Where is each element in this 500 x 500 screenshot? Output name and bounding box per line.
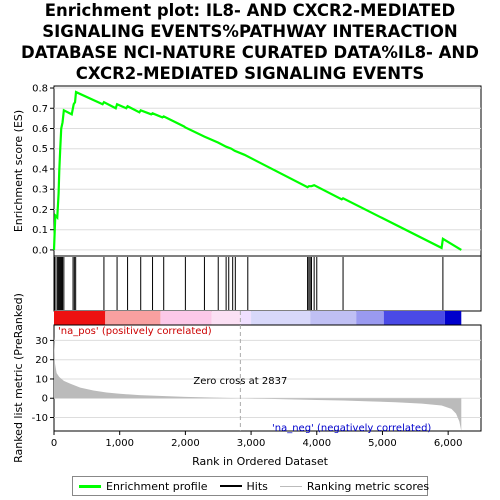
hit-markers bbox=[54, 257, 444, 310]
es-tick-label: 0.6 bbox=[32, 124, 48, 135]
rank-bar-segment bbox=[383, 311, 445, 325]
legend-line-metric bbox=[279, 485, 302, 487]
positive-correlated-label: 'na_pos' (positively correlated) bbox=[58, 326, 212, 337]
rank-bar-segment bbox=[105, 311, 161, 325]
es-tick-label: 0.4 bbox=[32, 164, 48, 175]
legend-item-hits: Hits bbox=[219, 479, 268, 493]
legend: Enrichment profile Hits Ranking metric s… bbox=[72, 476, 430, 496]
x-axis-ticks: 0 1,000 2,000 3,000 4,000 5,000 6,000 bbox=[51, 431, 463, 449]
negative-correlated-label: 'na_neg' (negatively correlated) bbox=[272, 423, 431, 434]
rank-bar-segment bbox=[160, 311, 212, 325]
es-tick-label: 0.1 bbox=[32, 225, 48, 236]
title-line-2: SIGNALING EVENTS%PATHWAY INTERACTION bbox=[42, 22, 458, 41]
es-tick-label: 0.3 bbox=[32, 185, 48, 196]
es-tick-label: 0.0 bbox=[32, 245, 48, 256]
legend-item-enrichment: Enrichment profile bbox=[79, 480, 208, 493]
rank-bar-segment bbox=[240, 311, 252, 325]
es-tick-label: 0.2 bbox=[32, 205, 48, 216]
title-line-4: CXCR2-MEDIATED SIGNALING EVENTS bbox=[75, 64, 425, 83]
x-tick-label: 4,000 bbox=[302, 438, 331, 449]
title-line-3: DATABASE NCI-NATURE CURATED DATA%IL8- AN… bbox=[21, 43, 479, 62]
metric-tick-label: 10 bbox=[35, 374, 48, 385]
es-ylabel: Enrichment score (ES) bbox=[12, 110, 25, 232]
metric-tick-label: 0 bbox=[42, 394, 48, 405]
hits-panel-frame bbox=[53, 255, 482, 312]
x-tick-label: 6,000 bbox=[434, 438, 463, 449]
title-line-1: Enrichment plot: IL8- AND CXCR2-MEDIATED bbox=[44, 1, 456, 20]
metric-ylabel: Ranked list metric (PreRanked) bbox=[12, 293, 25, 463]
es-panel-frame bbox=[53, 85, 482, 257]
rank-bar-segment bbox=[310, 311, 357, 325]
zero-cross-label: Zero cross at 2837 bbox=[193, 376, 287, 387]
metric-tick-label: 30 bbox=[35, 336, 48, 347]
legend-line-hits bbox=[219, 485, 242, 487]
rank-bar-segment bbox=[211, 311, 241, 325]
x-axis-label: Rank in Ordered Dataset bbox=[192, 455, 329, 468]
rank-bar-segment bbox=[54, 311, 106, 325]
x-tick-label: 3,000 bbox=[237, 438, 266, 449]
metric-tick-label: -10 bbox=[32, 413, 48, 424]
x-tick-label: 1,000 bbox=[105, 438, 134, 449]
x-tick-label: 2,000 bbox=[171, 438, 200, 449]
es-tick-label: 0.5 bbox=[32, 144, 48, 155]
es-tick-label: 0.8 bbox=[32, 84, 48, 95]
metric-y-ticks: -10 0 10 20 30 bbox=[32, 336, 54, 424]
metric-tick-label: 20 bbox=[35, 355, 48, 366]
rank-bar-segment bbox=[251, 311, 311, 325]
legend-label-metric: Ranking metric scores bbox=[306, 479, 430, 493]
x-tick-label: 5,000 bbox=[368, 438, 397, 449]
es-y-ticks: 0.0 0.1 0.2 0.3 0.4 0.5 0.6 0.7 0.8 bbox=[32, 84, 54, 256]
rank-bar-segment bbox=[444, 311, 462, 325]
legend-line-enrichment bbox=[79, 484, 101, 488]
rank-bar-segment bbox=[356, 311, 384, 325]
legend-label-enrichment: Enrichment profile bbox=[106, 479, 208, 493]
metric-panel-frame bbox=[53, 324, 482, 432]
legend-item-metric: Ranking metric scores bbox=[279, 479, 430, 493]
legend-label-hits: Hits bbox=[246, 479, 268, 493]
rank-color-bar bbox=[54, 311, 462, 325]
chart-title: Enrichment plot: IL8- AND CXCR2-MEDIATED… bbox=[0, 0, 500, 84]
enrichment-profile-line bbox=[52, 90, 462, 251]
x-tick-label: 0 bbox=[51, 438, 57, 449]
es-tick-label: 0.7 bbox=[32, 104, 48, 115]
